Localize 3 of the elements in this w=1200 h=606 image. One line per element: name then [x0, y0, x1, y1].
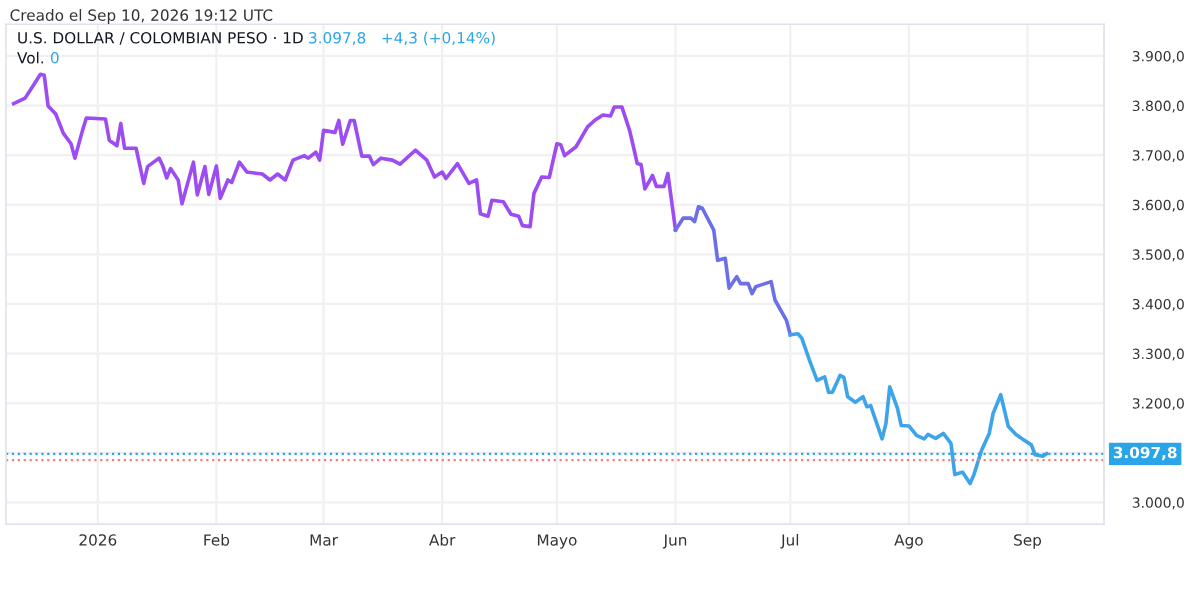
line-series [788, 331, 1049, 486]
line-series [673, 204, 793, 337]
line-series [11, 72, 678, 232]
